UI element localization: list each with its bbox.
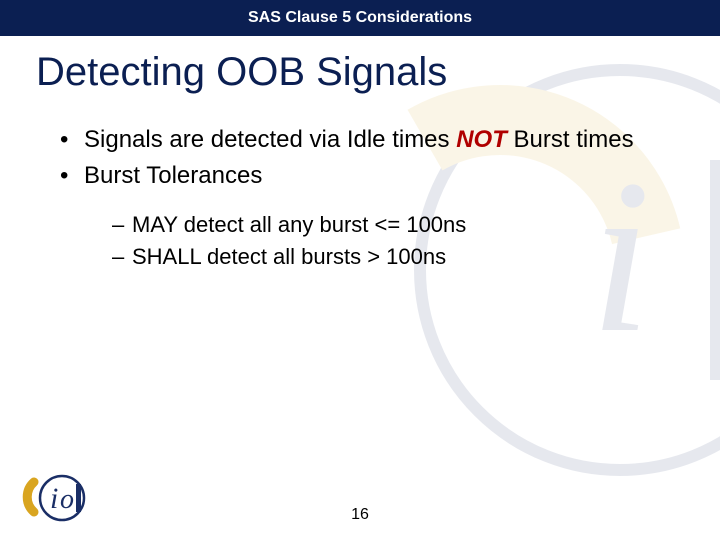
bullet-2: Burst Tolerances MAY detect all any burs… xyxy=(60,161,660,270)
slide-title: Detecting OOB Signals xyxy=(0,36,720,95)
sub-bullet-1: MAY detect all any burst <= 100ns xyxy=(112,211,660,239)
page-number: 16 xyxy=(351,506,369,524)
bullet-1-emph: NOT xyxy=(456,126,507,153)
bullet-2-text: Burst Tolerances xyxy=(84,162,262,189)
bullet-1-post: Burst times xyxy=(507,126,634,153)
bullet-1: Signals are detected via Idle times NOT … xyxy=(60,125,660,155)
sub-bullet-2: SHALL detect all bursts > 100ns xyxy=(112,243,660,271)
bullet-1-pre: Signals are detected via Idle times xyxy=(84,126,456,153)
svg-text:o: o xyxy=(60,484,74,515)
header-bar: SAS Clause 5 Considerations xyxy=(0,0,720,36)
content-area: Signals are detected via Idle times NOT … xyxy=(0,95,720,270)
corner-logo: i o xyxy=(16,468,90,526)
svg-text:i: i xyxy=(50,482,58,515)
header-subtitle: SAS Clause 5 Considerations xyxy=(248,9,472,27)
